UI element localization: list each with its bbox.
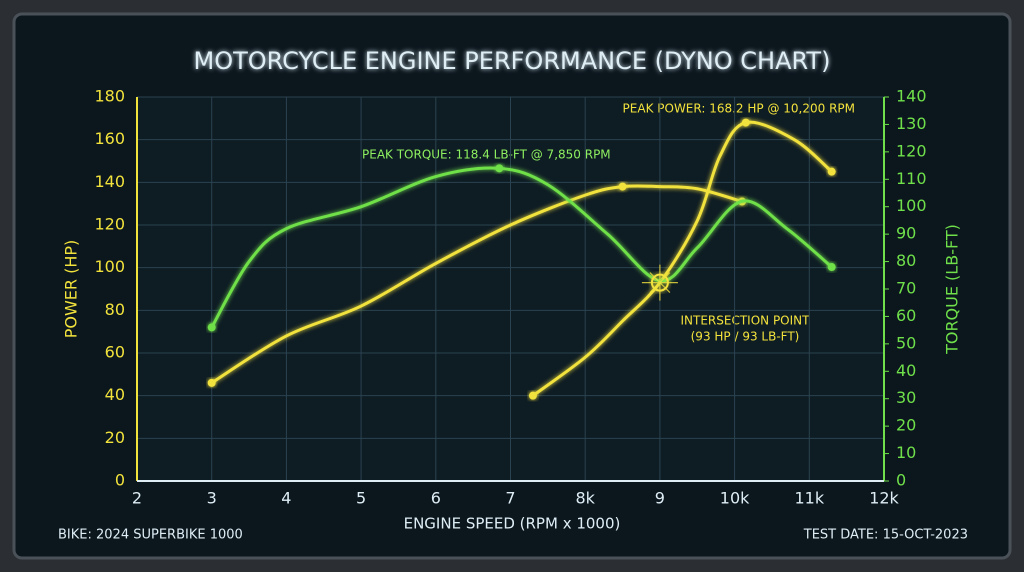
x-tick-label: 11k [794, 489, 824, 508]
y2-tick-label: 100 [896, 196, 927, 215]
x-tick-label: 9 [655, 489, 665, 508]
y2-tick-label: 30 [896, 388, 916, 407]
y2-tick-label: 50 [896, 333, 916, 352]
y-tick-label: 180 [94, 87, 125, 106]
footer: BIKE: 2024 SUPERBIKE 1000 [58, 528, 243, 543]
y2-tick-label: 20 [896, 416, 916, 435]
x-tick-label: 2 [132, 489, 142, 508]
point-marker [528, 391, 537, 400]
point-marker [207, 323, 216, 332]
x-tick-label: 12k [869, 489, 899, 508]
x-tick-label: 5 [356, 489, 366, 508]
x-tick-label: 8k [575, 489, 595, 508]
point-marker [207, 378, 216, 387]
y2-tick-label: 70 [896, 279, 916, 298]
y2-tick-label: 140 [896, 87, 927, 106]
series-line [210, 166, 833, 329]
point-marker [495, 164, 504, 173]
x-tick-label: 4 [281, 489, 291, 508]
annotation: INTERSECTION POINT [681, 314, 811, 328]
y2-tick-label: 130 [896, 114, 927, 133]
y-tick-label: 40 [105, 385, 125, 404]
footer: TEST DATE: 15-OCT-2023 [803, 528, 968, 543]
point-marker [618, 182, 627, 191]
y-tick-label: 140 [94, 172, 125, 191]
y-tick-label: 20 [105, 428, 125, 447]
point-marker [827, 167, 836, 176]
y-tick-label: 160 [94, 129, 125, 148]
point-marker [741, 118, 750, 127]
y2-tick-label: 60 [896, 306, 916, 325]
x-tick-label: 7 [505, 489, 515, 508]
y2-tick-label: 0 [896, 471, 906, 490]
annotation: PEAK POWER: 168.2 HP @ 10,200 RPM [623, 102, 855, 116]
x-axis-label: ENGINE SPEED (RPM x 1000) [404, 515, 621, 533]
series-line [532, 120, 833, 397]
x-tick-label: 10k [720, 489, 750, 508]
intersection-star [641, 264, 678, 301]
y2-tick-label: 40 [896, 361, 916, 380]
series-line [210, 184, 743, 385]
y-tick-label: 80 [105, 300, 125, 319]
annotation: (93 HP / 93 LB-FT) [691, 330, 800, 344]
annotation: PEAK TORQUE: 118.4 LB-FT @ 7,850 RPM [362, 148, 611, 162]
y-tick-label: 120 [94, 215, 125, 234]
x-tick-label: 6 [431, 489, 441, 508]
point-marker [827, 263, 836, 272]
y2-tick-label: 110 [896, 169, 927, 188]
y2-tick-label: 10 [896, 443, 916, 462]
chart-title: MOTORCYCLE ENGINE PERFORMANCE (DYNO CHAR… [194, 47, 831, 75]
y-axis-label: POWER (HP) [62, 240, 81, 339]
y-tick-label: 100 [94, 257, 125, 276]
y2-tick-label: 80 [896, 251, 916, 270]
y-tick-label: 0 [115, 471, 125, 490]
y2-tick-label: 120 [896, 141, 927, 160]
y-tick-label: 60 [105, 343, 125, 362]
x-tick-label: 3 [207, 489, 217, 508]
y2-axis-label: TORQUE (LB-FT) [943, 224, 962, 355]
y2-tick-label: 90 [896, 224, 916, 243]
